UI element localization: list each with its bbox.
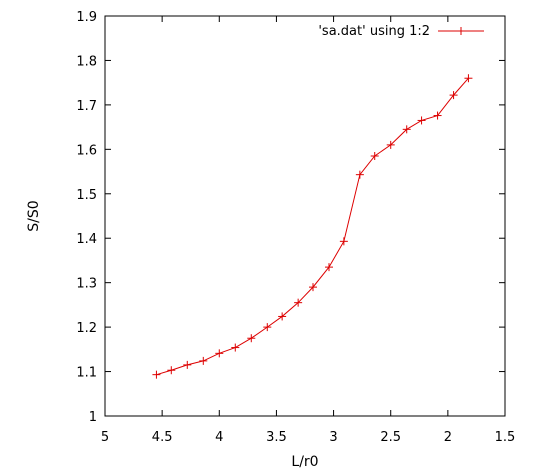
data-point (294, 298, 303, 307)
x-tick-label: 1.5 (495, 430, 516, 445)
y-tick-label: 1.8 (76, 54, 97, 69)
y-tick-labels: 1 1.1 1.2 1.3 1.4 1.5 1.6 1.7 1.8 1.9 (76, 10, 97, 425)
data-point (167, 366, 176, 375)
data-point (309, 283, 317, 292)
x-tick-label: 5 (101, 430, 109, 445)
data-point (231, 343, 240, 352)
y-tick-label: 1.3 (76, 277, 97, 292)
legend-label: 'sa.dat' using 1:2 (318, 24, 430, 39)
y-tick-label: 1.4 (76, 232, 97, 247)
data-point (247, 334, 256, 343)
data-point (386, 140, 395, 149)
x-axis-title: L/r0 (291, 454, 318, 470)
x-tick-label: 3 (329, 430, 337, 445)
data-point (339, 237, 348, 246)
data-point (355, 170, 364, 179)
y-tick-label: 1.5 (76, 188, 97, 203)
ticks (104, 15, 506, 417)
y-tick-label: 1.1 (76, 366, 97, 381)
data-point (183, 360, 192, 369)
data-point (215, 349, 224, 358)
data-point (402, 125, 411, 134)
x-tick-label: 4 (215, 430, 223, 445)
legend: 'sa.dat' using 1:2 (318, 24, 484, 39)
data-point (370, 152, 379, 160)
data-point (263, 323, 272, 332)
y-tick-label: 1.6 (76, 143, 97, 158)
x-tick-label: 2 (444, 430, 452, 445)
data-point (464, 74, 473, 83)
data-point (199, 356, 208, 365)
y-tick-label: 1.7 (76, 99, 97, 114)
series-group (152, 74, 473, 379)
plot-frame (104, 15, 506, 417)
data-point (449, 91, 458, 100)
y-tick-label: 1.9 (76, 10, 97, 25)
x-tick-labels: 5 4.5 4 3.5 3 2.5 2 1.5 (101, 430, 515, 445)
data-point (152, 370, 161, 379)
x-tick-label: 3.5 (266, 430, 287, 445)
y-tick-label: 1.2 (76, 321, 97, 336)
data-point (433, 111, 442, 120)
data-point (417, 116, 426, 125)
data-point (325, 263, 333, 272)
y-axis-title: S/S0 (26, 200, 42, 231)
data-point (278, 312, 287, 321)
y-tick-label: 1 (89, 410, 97, 425)
x-tick-label: 4.5 (152, 430, 173, 445)
legend-marker (457, 27, 465, 35)
x-tick-label: 2.5 (380, 430, 401, 445)
